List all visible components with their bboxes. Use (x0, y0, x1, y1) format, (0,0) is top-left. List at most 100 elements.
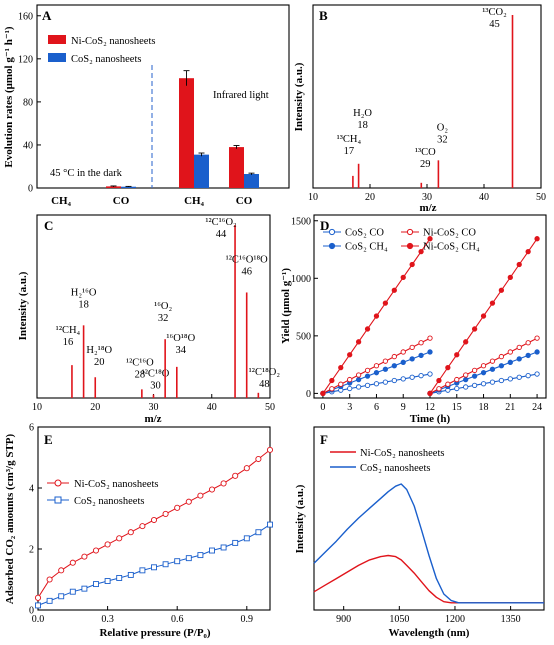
panel-e-legend-marker (54, 479, 62, 487)
panel-a-xtick-co-ir: CO (236, 195, 253, 207)
panel-d-x-tick-label: 12 (425, 402, 435, 413)
panel-d-point (507, 376, 513, 382)
panel-c-peak-mz: 48 (259, 379, 270, 390)
panel-e-point (232, 539, 239, 546)
panel-e: E 0.0 0.3 0.6 0.9 0 2 4 6 Ni-CoS₂ nanosheets CoS… (4, 423, 274, 639)
panel-f-legend-label-co: CoS₂ nanosheets (360, 463, 430, 474)
panel-e-point (92, 547, 100, 554)
panel-d-legend-label: Ni-CoS₂ CO (423, 228, 476, 239)
panel-d-point (355, 339, 362, 345)
panel-d-point (364, 326, 371, 332)
panel-d-point (525, 352, 531, 359)
panel-d-y-tick-label: 0 (306, 389, 311, 400)
panel-e-point (185, 555, 192, 562)
panel-c-peak-mz: 32 (158, 313, 169, 324)
panel-d-point (400, 349, 406, 355)
panel-c-x-tick-label: 40 (207, 402, 217, 413)
panel-d-point (347, 376, 353, 383)
panel-a-legend-label-co: CoS₂ nanosheets (71, 54, 141, 65)
panel-d-point (454, 376, 460, 383)
panel-a-bar (179, 78, 194, 188)
panel-d-point (338, 364, 344, 371)
panel-d-point (516, 374, 522, 380)
panel-e-point (46, 597, 53, 604)
panel-d-point (391, 353, 397, 360)
panel-d-point (382, 379, 389, 385)
panel-a-frame (36, 4, 290, 189)
panel-c-peak-label: H₂¹⁶O (71, 287, 97, 298)
panel-d-ticks: 0 3 6 9 12 15 18 21 24 0 500 1000 1500 (291, 216, 542, 413)
panel-d-point (480, 381, 487, 387)
panel-d-point (480, 370, 487, 376)
panel-e-point (34, 594, 42, 601)
panel-d-x-tick-label: 9 (401, 402, 406, 413)
panel-e-point (243, 535, 250, 542)
panel-c-peak-mz: 34 (176, 345, 187, 356)
panel-e-y-tick-label: 0 (29, 606, 34, 617)
panel-e-x-tick-label: 0.6 (171, 614, 184, 625)
panel-c-peak-mz: 30 (150, 381, 161, 392)
panel-c-x-tick-label: 30 (149, 402, 159, 413)
panel-e-point (174, 558, 181, 565)
panel-e-point (139, 567, 146, 574)
panel-e-point (81, 553, 88, 560)
panel-c-peak-label: ¹²C¹⁶O¹⁸O (226, 254, 268, 265)
panel-d-point (489, 366, 496, 372)
panel-d-x-tick-label: 18 (479, 402, 489, 413)
panel-d-point (355, 372, 362, 378)
panel-d-point (471, 367, 478, 374)
panel-e-point (93, 581, 99, 588)
panel-a-bar (244, 174, 259, 188)
panel-a-xtick-ch4-ir: CH₄ (184, 195, 205, 207)
panel-d-x-tick-label: 0 (320, 402, 325, 413)
panel-d-point (347, 352, 353, 358)
panel-d-point (418, 248, 424, 255)
panel-e-point (150, 516, 158, 524)
panel-e-point (243, 465, 250, 472)
panel-e-point (162, 561, 169, 568)
panel-c-peak-label: ¹²C¹⁸O (142, 369, 170, 380)
panel-d-x-tick-label: 24 (532, 402, 542, 413)
panel-a-label: A (42, 8, 52, 23)
panel-e-point (35, 602, 41, 609)
panel-d-y-tick-label: 500 (296, 331, 311, 342)
panel-c-peak-label: ¹²C¹⁸O₂ (249, 367, 281, 378)
panel-b-label: B (319, 8, 328, 23)
panel-d-point (507, 349, 513, 355)
panel-d-point (471, 382, 478, 388)
panel-d-point (445, 381, 451, 387)
panel-c-peak-label: ¹⁶O¹⁸O (166, 333, 195, 344)
panel-a-y-axis-label: Evolution rates (μmol g⁻¹ h⁻¹) (3, 26, 15, 168)
panel-d-point (329, 386, 335, 392)
panel-d-point (498, 377, 505, 384)
panel-d-legend-marker (328, 228, 336, 236)
panel-c-peak-mz: 28 (135, 369, 146, 380)
panel-c-x-axis-label: m/z (144, 413, 161, 425)
panel-a-y-tick-label: 120 (18, 54, 33, 65)
panel-d-point (525, 340, 531, 346)
panel-d-point (355, 384, 362, 390)
panel-d-point (391, 287, 397, 293)
panel-c-x-tick-label: 50 (265, 402, 275, 413)
panel-e-point (151, 564, 157, 571)
panel-a-xtick-ch4-dark: CH₄ (51, 195, 72, 207)
panel-c-x-tick-label: 20 (90, 402, 100, 413)
panel-f-x-tick-label: 1200 (445, 614, 465, 625)
panel-a-y-tick-label: 80 (23, 97, 33, 108)
panel-c-peak-mz: 16 (63, 337, 74, 348)
panel-d-point (463, 372, 469, 378)
panel-c-peak-label: ¹²C¹⁶O (126, 357, 154, 368)
panel-e-point (58, 593, 65, 600)
panel-e-legend-label: Ni-CoS₂ nanosheets (74, 479, 158, 490)
panel-d-point (489, 300, 496, 306)
panel-d-point (418, 352, 424, 359)
panel-d-point (320, 390, 326, 397)
panel-e-legend: Ni-CoS₂ nanosheets CoS₂ nanosheets (47, 479, 158, 507)
panel-d-point (373, 381, 380, 387)
panel-d-x-tick-label: 21 (505, 402, 515, 413)
panel-e-point (267, 521, 273, 528)
panel-e-point (185, 498, 192, 505)
panel-e-x-tick-label: 0.3 (101, 614, 114, 625)
